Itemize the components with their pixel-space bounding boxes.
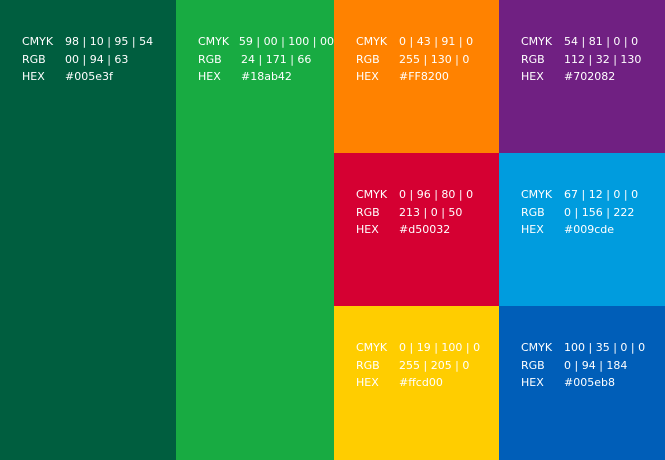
color-swatch: CMYK 0 | 43 | 91 | 0 RGB 255 | 130 | 0 HEX #F… <box>334 0 499 153</box>
color-label: RGB <box>521 358 545 372</box>
color-label: HEX <box>521 223 544 236</box>
color-label: RGB <box>356 358 380 372</box>
color-row: RGB 0 | 156 | 222 <box>521 204 665 222</box>
color-value: 0 | 96 | 80 | 0 <box>399 188 474 201</box>
color-row: RGB 213 | 0 | 50 <box>356 204 499 222</box>
color-value: 54 | 81 | 0 | 0 <box>564 35 639 48</box>
color-row: CMYK 67 | 12 | 0 | 0 <box>521 186 665 204</box>
color-label: RGB <box>521 205 545 219</box>
color-row: CMYK 0 | 19 | 100 | 0 <box>356 339 499 357</box>
color-row: HEX #d50032 <box>356 221 499 239</box>
color-label: CMYK <box>356 341 388 354</box>
color-label: CMYK <box>198 35 230 48</box>
color-label: HEX <box>356 376 379 389</box>
color-row: RGB 0 | 94 | 184 <box>521 357 665 375</box>
color-row: HEX #FF8200 <box>356 68 499 86</box>
color-label: RGB <box>198 52 222 66</box>
color-label: HEX <box>198 70 221 83</box>
color-value: 0 | 19 | 100 | 0 <box>399 341 481 354</box>
color-row: CMYK 0 | 96 | 80 | 0 <box>356 186 499 204</box>
color-row: CMYK 0 | 43 | 91 | 0 <box>356 33 499 51</box>
color-row: HEX #702082 <box>521 68 665 86</box>
color-swatch: CMYK 0 | 96 | 80 | 0 RGB 213 | 0 | 50 HEX #d5… <box>334 153 499 306</box>
color-row: CMYK 100 | 35 | 0 | 0 <box>521 339 665 357</box>
color-label: HEX <box>22 70 45 83</box>
color-row: HEX #ffcd00 <box>356 374 499 392</box>
color-value: #18ab42 <box>241 70 292 83</box>
color-swatch: CMYK 67 | 12 | 0 | 0 RGB 0 | 156 | 222 HEX #0… <box>499 153 665 306</box>
color-label: HEX <box>356 223 379 236</box>
color-value: 0 | 94 | 184 <box>564 358 628 372</box>
color-value: 213 | 0 | 50 <box>399 205 463 219</box>
color-row: CMYK 54 | 81 | 0 | 0 <box>521 33 665 51</box>
color-label: HEX <box>521 376 544 389</box>
color-row: HEX #009cde <box>521 221 665 239</box>
color-value: #009cde <box>564 223 615 236</box>
color-row: RGB 112 | 32 | 130 <box>521 51 665 69</box>
color-label: CMYK <box>22 35 54 48</box>
color-swatch: CMYK 54 | 81 | 0 | 0 RGB 112 | 32 | 130 HEX #… <box>499 0 665 153</box>
color-value: #ffcd00 <box>399 376 443 389</box>
color-row: HEX #005eb8 <box>521 374 665 392</box>
color-value: 98 | 10 | 95 | 54 <box>65 35 154 48</box>
color-row: CMYK 98 | 10 | 95 | 54 <box>22 33 176 51</box>
color-row: HEX #18ab42 <box>198 68 334 86</box>
color-label: RGB <box>356 205 380 219</box>
color-swatch: CMYK 100 | 35 | 0 | 0 RGB 0 | 94 | 184 HEX #0… <box>499 306 665 460</box>
color-label: HEX <box>356 70 379 83</box>
color-value: 112 | 32 | 130 <box>564 52 642 66</box>
color-value: 0 | 43 | 91 | 0 <box>399 35 474 48</box>
color-value: #FF8200 <box>399 70 449 83</box>
color-label: CMYK <box>521 341 553 354</box>
color-row: RGB 255 | 205 | 0 <box>356 357 499 375</box>
color-row: RGB 00 | 94 | 63 <box>22 51 176 69</box>
color-row: RGB 255 | 130 | 0 <box>356 51 499 69</box>
color-label: HEX <box>521 70 544 83</box>
color-row: CMYK 59 | 00 | 100 | 00 <box>198 33 334 51</box>
color-swatch: CMYK 59 | 00 | 100 | 00 RGB 24 | 171 | 66 HE… <box>176 0 334 460</box>
color-value: #702082 <box>564 70 616 83</box>
color-value: 67 | 12 | 0 | 0 <box>564 188 639 201</box>
color-value: 0 | 156 | 222 <box>564 205 635 219</box>
color-swatch: CMYK 98 | 10 | 95 | 54 RGB 00 | 94 | 63 HEX #… <box>0 0 176 460</box>
color-value: #005eb8 <box>564 376 615 389</box>
color-value: 59 | 00 | 100 | 00 <box>238 35 334 48</box>
color-value: 255 | 205 | 0 <box>399 358 470 372</box>
color-value: #d50032 <box>399 223 451 236</box>
color-value: 24 | 171 | 66 <box>241 52 312 66</box>
color-row: HEX #005e3f <box>22 68 176 86</box>
color-swatch: CMYK 0 | 19 | 100 | 0 RGB 255 | 205 | 0 HEX #… <box>334 306 499 460</box>
color-value: #005e3f <box>65 70 113 83</box>
color-label: CMYK <box>521 35 553 48</box>
color-value: 100 | 35 | 0 | 0 <box>564 341 646 354</box>
color-value: 255 | 130 | 0 <box>399 52 470 66</box>
color-label: CMYK <box>356 35 388 48</box>
color-value: 00 | 94 | 63 <box>65 52 129 66</box>
color-label: CMYK <box>521 188 553 201</box>
color-row: RGB 24 | 171 | 66 <box>198 51 334 69</box>
color-label: RGB <box>22 52 46 66</box>
color-label: RGB <box>521 52 545 66</box>
color-label: RGB <box>356 52 380 66</box>
color-label: CMYK <box>356 188 388 201</box>
